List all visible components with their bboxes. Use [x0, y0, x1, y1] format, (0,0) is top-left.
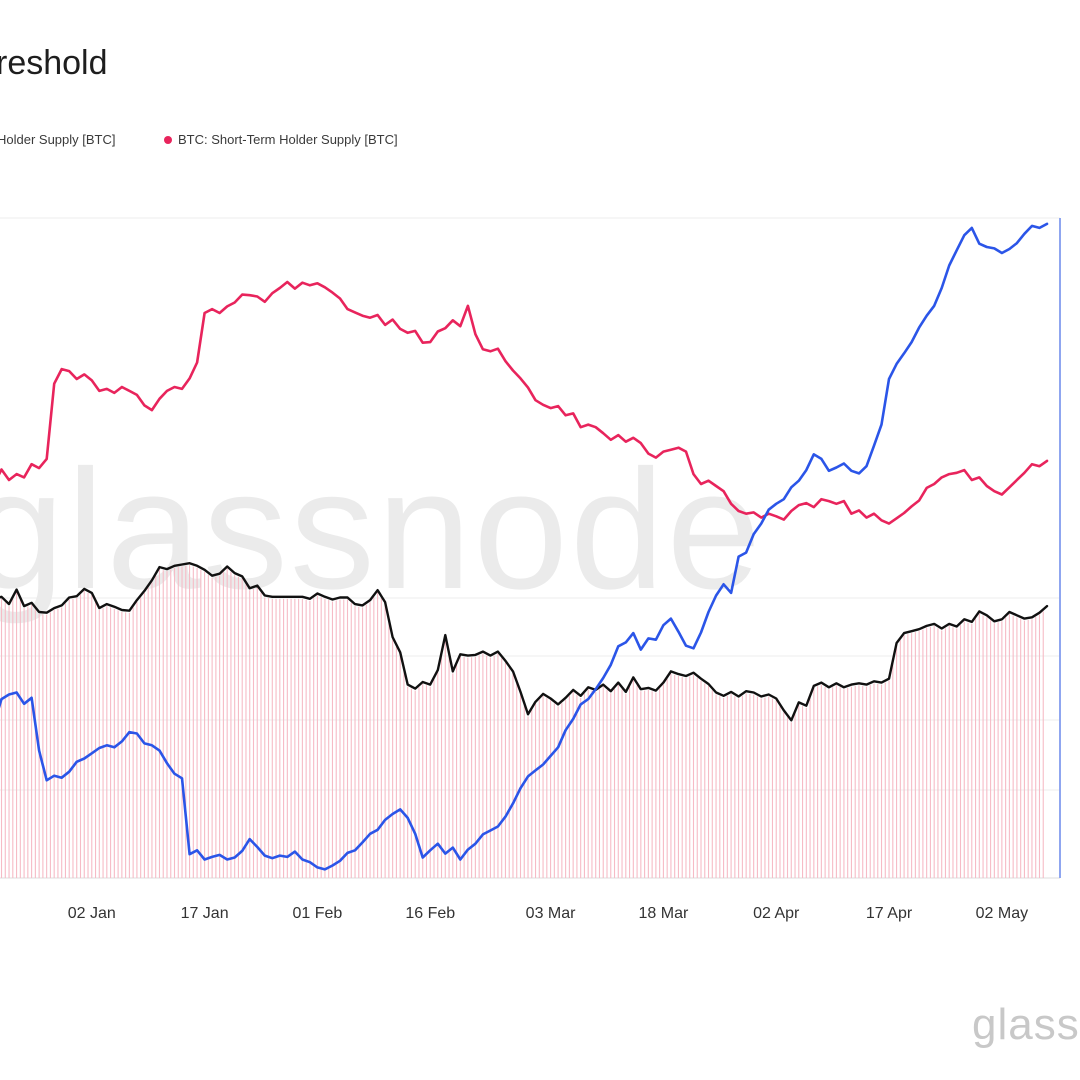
series-line-sth	[0, 280, 1049, 525]
legend-label-sth: BTC: Short-Term Holder Supply [BTC]	[178, 132, 398, 147]
x-tick-label-2: 17 Jan	[181, 905, 229, 922]
legend-label-lth: Holder Supply [BTC]	[0, 132, 116, 147]
legend-item-lth[interactable]: Holder Supply [BTC]	[0, 132, 116, 147]
x-tick-label-9: 02 May	[976, 905, 1028, 922]
x-tick-label-8: 17 Apr	[866, 905, 913, 922]
x-tick-label-1: 02 Jan	[68, 905, 116, 922]
series-line-price	[0, 562, 1049, 722]
legend-dot-sth-icon	[164, 135, 172, 144]
chart-title: reshold	[0, 44, 108, 82]
x-tick-label-3: 01 Feb	[293, 905, 343, 922]
x-tick-label-6: 18 Mar	[639, 905, 689, 922]
legend-item-sth[interactable]: BTC: Short-Term Holder Supply [BTC]	[164, 132, 398, 147]
footer-logo: glass	[972, 1000, 1080, 1049]
x-tick-label-5: 03 Mar	[526, 905, 576, 922]
x-tick-label-4: 16 Feb	[405, 905, 455, 922]
x-tick-label-7: 02 Apr	[753, 905, 800, 922]
series-line-lth	[0, 222, 1049, 871]
